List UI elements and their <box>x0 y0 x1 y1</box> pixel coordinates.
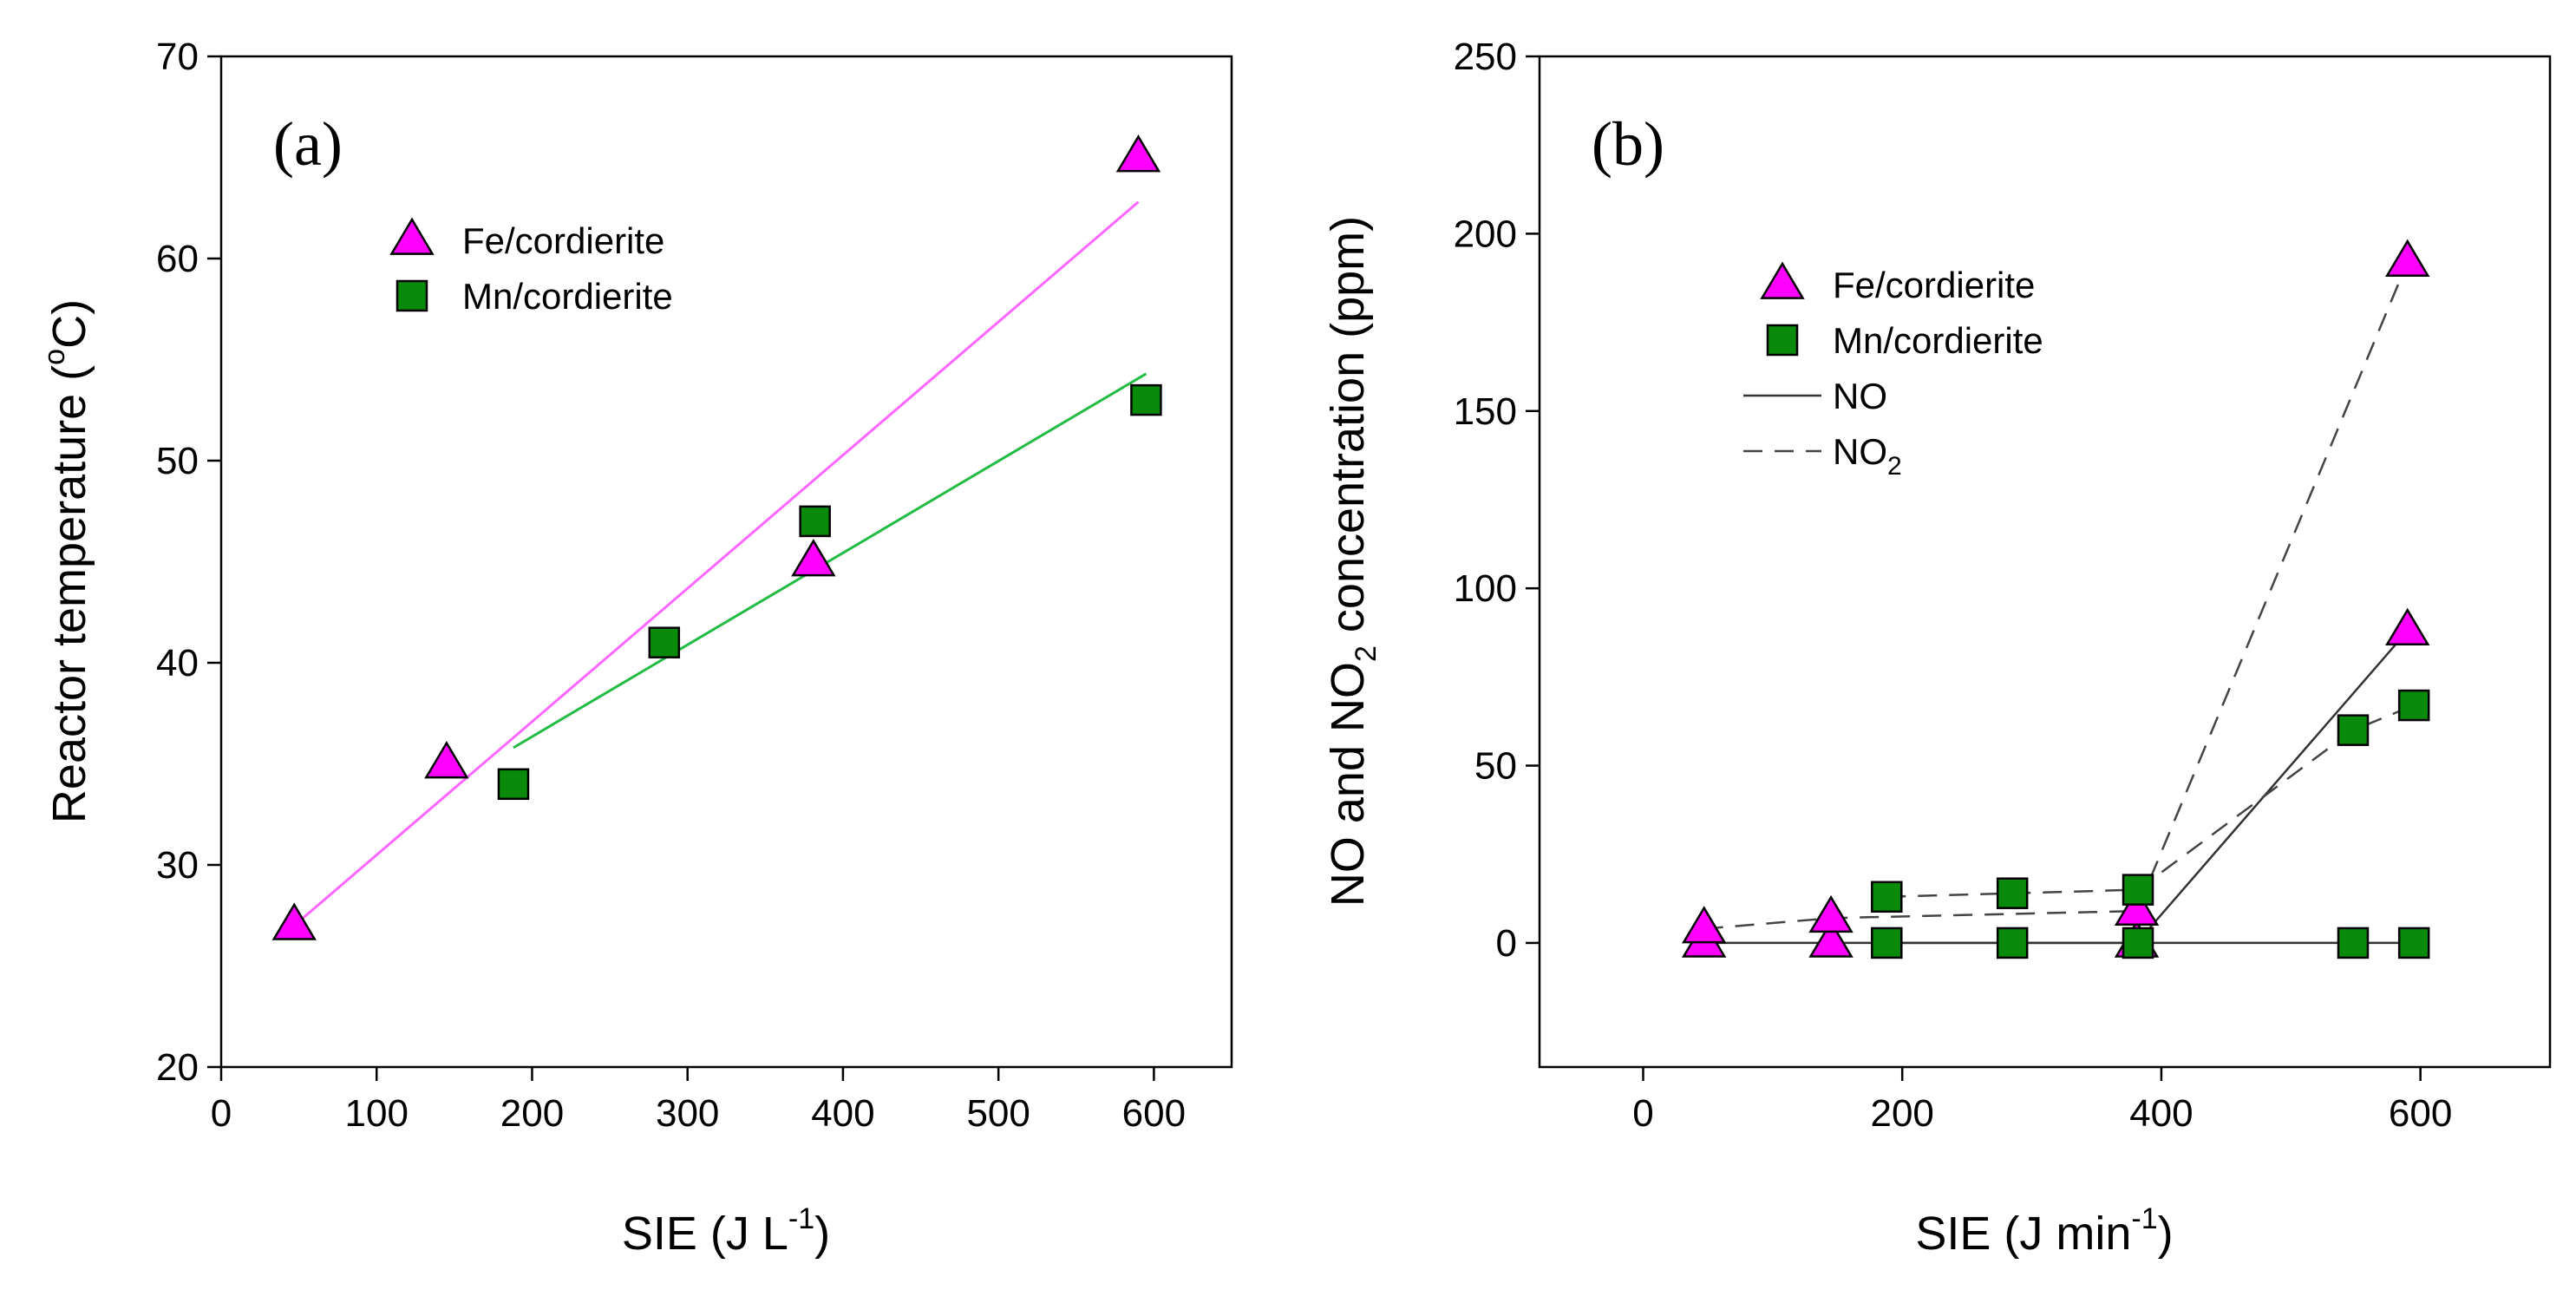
panel-a-points <box>271 134 1162 940</box>
panel-a-plot-frame <box>219 55 1233 1069</box>
panel-a-y-axis-title: Reactor temperature (oC) <box>38 299 95 823</box>
panel-b-legend-fe-cordierite-0-label: Fe/cordierite <box>1833 265 2035 305</box>
panel-a-x-tick-label-300: 300 <box>656 1092 719 1135</box>
panel-b-y-axis-title: NO and NO2 concentration (ppm) <box>1322 216 1383 907</box>
panel-a-x-tick-label-100: 100 <box>345 1092 409 1135</box>
panel-b-mn-cordierite-no-point-1 <box>1871 927 1903 959</box>
panel-a-x-ticks: 0 100 200 300 400 500 600 <box>211 1067 1186 1135</box>
panel-a-x-tick-label-400: 400 <box>811 1092 874 1135</box>
panel-a-y-ticks: 20 30 40 50 60 70 <box>156 36 221 1089</box>
panel-a-mn-cordierite-point-2 <box>648 626 681 658</box>
panel-b-y-ticks: 0 50 100 150 200 250 <box>1454 36 1540 965</box>
panel-b-mn-cordierite-no2-point-2 <box>1996 877 2029 909</box>
panel-b-x-tick-label-0: 0 <box>1632 1092 1653 1135</box>
panel-b-label: (b) <box>1592 109 1664 179</box>
panel-b-legend-mn-cordierite-1-swatch <box>1766 324 1799 357</box>
panel-b-legend-no2-3-label: NO2 <box>1833 431 1902 481</box>
panel-a-y-tick-label-60: 60 <box>156 238 199 280</box>
panel-a-mn-cordierite-fit-line <box>513 372 1147 750</box>
panel-b-y-tick-label-100: 100 <box>1454 567 1517 610</box>
panel-a-x-tick-label-200: 200 <box>500 1092 564 1135</box>
panel-a-x-tick-label-600: 600 <box>1122 1092 1186 1135</box>
panel-a-x-tick-label-500: 500 <box>966 1092 1030 1135</box>
panel-b-y-tick-label-50: 50 <box>1474 745 1517 788</box>
panel-b-fe-cordierite-no-point-4 <box>2384 607 2430 646</box>
panel-b-mn-cordierite-no-point-4 <box>2337 927 2370 959</box>
panel-a-legend-fe-cordierite-0-swatch <box>389 217 435 255</box>
panel-b-x-axis-title: SIE (J min-1) <box>1915 1202 2173 1260</box>
panel-b-x-ticks: 0 200 400 600 <box>1632 1067 2452 1135</box>
panel-b-x-tick-label-600: 600 <box>2389 1092 2452 1135</box>
panel-a-fe-cordierite-point-1 <box>271 902 317 940</box>
panel-b-x-tick-label-400: 400 <box>2129 1092 2193 1135</box>
panel-a-x-axis-title: SIE (J L-1) <box>622 1202 830 1260</box>
panel-b-series-lines <box>1703 261 2415 945</box>
panel-a-fit-lines <box>293 200 1147 927</box>
panel-a-legend-mn-cordierite-1-label: Mn/cordierite <box>462 276 673 317</box>
panel-b-mn-cordierite-no-point-5 <box>2397 927 2430 959</box>
panel-a-fe-cordierite-point-2 <box>424 741 469 779</box>
panel-b-mn-cordierite-no-point-3 <box>2122 927 2154 959</box>
panel-b-fe-cordierite-no2-point-4 <box>2384 239 2430 277</box>
panel-b-legend-mn-cordierite-1-label: Mn/cordierite <box>1833 320 2043 361</box>
panel-a-label: (a) <box>273 109 343 179</box>
panel-b-mn-cordierite-no2-point-5 <box>2397 689 2430 722</box>
panel-b-mn-cordierite-no-point-2 <box>1996 927 2029 959</box>
panel-a-fe-cordierite-point-4 <box>1115 134 1161 173</box>
panel-b-fe-cordierite-no-point-2 <box>1808 920 1854 958</box>
panel-b-legend-no-2-label: NO <box>1833 376 1887 416</box>
panel-b-fe-cordierite-no-line <box>1703 630 2409 945</box>
panel-a-fe-cordierite-fit-line <box>293 200 1140 927</box>
panel-b-mn-cordierite-no2-line <box>1886 704 2415 899</box>
panel-b-plot-frame <box>1538 55 2552 1069</box>
panel-a-x-tick-label-0: 0 <box>211 1092 232 1135</box>
panel-a-legend-mn-cordierite-1-swatch <box>396 279 428 312</box>
panel-b-mn-cordierite-no2-point-4 <box>2337 714 2370 746</box>
panel-b-legend-fe-cordierite-0-swatch <box>1760 261 1805 299</box>
panel-a-y-tick-label-40: 40 <box>156 642 199 684</box>
panel-a-mn-cordierite-point-1 <box>497 768 530 801</box>
panel-b-fe-cordierite-no2-line <box>1703 261 2409 930</box>
panel-b-y-tick-label-150: 150 <box>1454 390 1517 433</box>
panel-a-mn-cordierite-point-4 <box>1130 383 1162 416</box>
panel-a: 0 100 200 300 400 500 600 20 30 40 50 60 70 (a) Fe/… <box>38 36 1233 1260</box>
panel-b-fe-cordierite-no2-point-2 <box>1808 894 1854 933</box>
panel-a-y-tick-label-20: 20 <box>156 1046 199 1089</box>
panel-b-legend: Fe/cordierite Mn/cordierite NO NO2 <box>1743 261 2043 481</box>
panel-b-fe-cordierite-no2-point-1 <box>1681 906 1727 944</box>
panel-b-mn-cordierite-no2-point-3 <box>2122 874 2154 906</box>
panel-a-y-tick-label-30: 30 <box>156 844 199 887</box>
panel-a-legend: Fe/cordierite Mn/cordierite <box>389 217 673 317</box>
panel-a-y-tick-label-70: 70 <box>156 36 199 78</box>
panel-a-legend-fe-cordierite-0-label: Fe/cordierite <box>462 220 664 261</box>
panel-a-mn-cordierite-point-3 <box>799 505 831 538</box>
panel-b-y-tick-label-0: 0 <box>1496 922 1517 965</box>
panel-b-points <box>1681 239 2430 959</box>
panel-b-fe-cordierite-no2-point-3 <box>2114 887 2160 926</box>
panel-b-y-tick-label-200: 200 <box>1454 213 1517 255</box>
panel-b-y-tick-label-250: 250 <box>1454 36 1517 78</box>
panel-b-mn-cordierite-no2-point-1 <box>1871 881 1903 913</box>
panel-b: 0 200 400 600 0 50 100 150 200 250 (b) Fe/cordie… <box>1322 36 2552 1260</box>
panel-a-fe-cordierite-point-3 <box>791 539 836 577</box>
panel-b-x-tick-label-200: 200 <box>1870 1092 1933 1135</box>
panel-a-y-tick-label-50: 50 <box>156 440 199 482</box>
